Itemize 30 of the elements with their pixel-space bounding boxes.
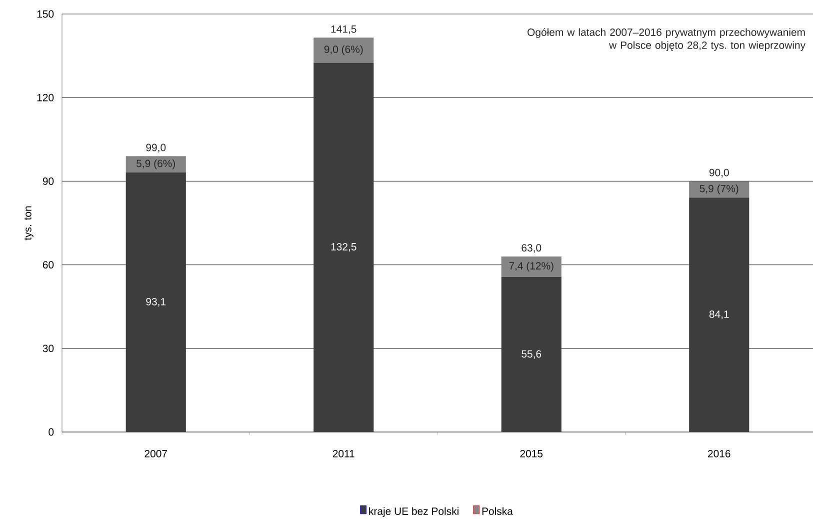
data-label: 5,9 (7%): [700, 184, 738, 194]
bar: [314, 38, 374, 63]
total-label: 99,0: [146, 144, 166, 152]
data-label: 7,4 (12%): [509, 262, 554, 272]
legend-label: Polska: [482, 507, 513, 515]
data-label: 132,5: [331, 243, 356, 252]
y-tick-label: 120: [37, 94, 54, 102]
data-label: 93,1: [146, 298, 166, 307]
data-label: 84,1: [709, 310, 729, 320]
x-tick-label: 2015: [520, 450, 543, 458]
y-tick-label: 90: [42, 178, 54, 185]
y-tick-label: 30: [42, 344, 54, 352]
y-tick-label: 60: [42, 261, 54, 269]
total-label: 63,0: [522, 244, 542, 253]
legend-label: kraje UE bez Polski: [369, 507, 458, 517]
bar: [126, 156, 186, 173]
annotation: Ogółem w latach 2007–2016 prywatnym przechowywaniem w Polsce objęto 28,2 tys. ton wieprzowiny: [528, 28, 806, 51]
data-label: 5,9 (6%): [136, 159, 175, 170]
data-label: 55,6: [522, 350, 542, 359]
x-tick-label: 2007: [144, 450, 167, 458]
total-label: 141,5: [331, 25, 356, 34]
y-axis-title: tys. ton: [24, 206, 34, 240]
x-tick-label: 2016: [708, 450, 730, 458]
bar: [689, 181, 750, 198]
y-tick-label: 0: [48, 428, 54, 436]
x-tick-label: 2011: [332, 450, 354, 458]
bar: [501, 256, 562, 278]
data-label: 9,0 (6%): [324, 45, 363, 56]
total-label: 90,0: [709, 168, 729, 178]
y-tick-label: 150: [37, 10, 54, 18]
